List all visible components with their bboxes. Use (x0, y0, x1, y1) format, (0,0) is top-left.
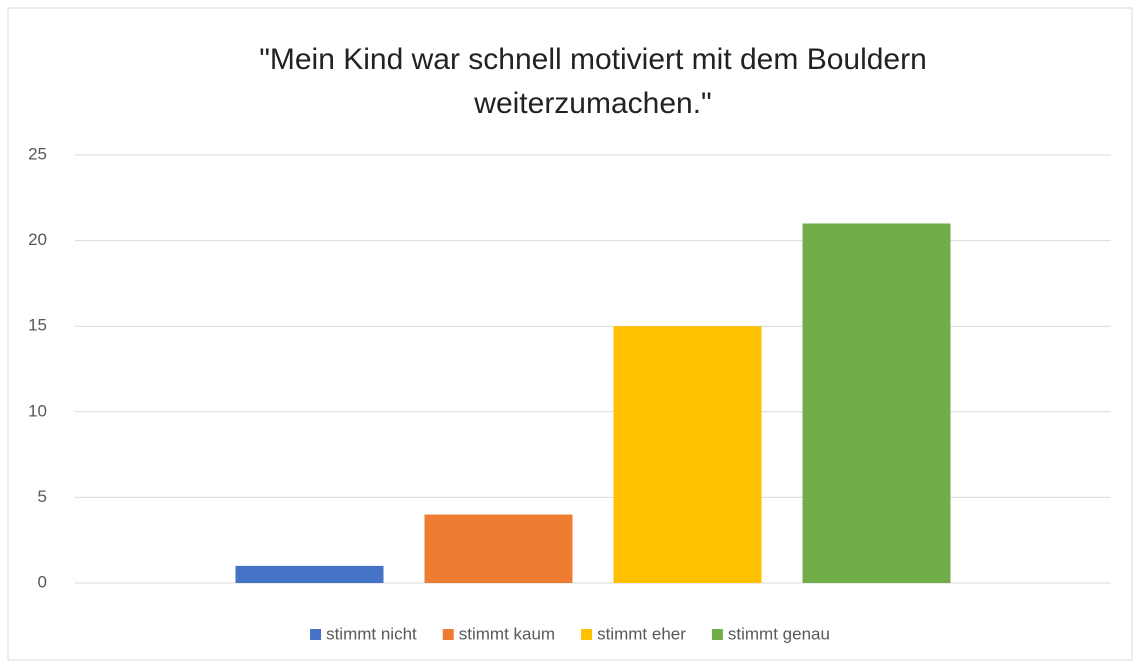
y-tick-label: 5 (38, 487, 47, 506)
y-tick-label: 15 (28, 316, 47, 335)
legend-swatch (581, 629, 593, 640)
bar (613, 326, 762, 583)
y-tick-label: 10 (28, 401, 47, 420)
legend-label: stimmt kaum (459, 624, 555, 643)
legend-label: stimmt nicht (326, 624, 417, 643)
bar (235, 565, 384, 583)
legend-swatch (310, 629, 322, 640)
legend-label: stimmt eher (597, 624, 686, 643)
bar (802, 223, 951, 584)
bar (424, 514, 573, 583)
y-tick-label: 0 (38, 572, 47, 591)
legend-swatch (711, 629, 723, 640)
y-tick-label: 25 (28, 144, 47, 163)
legend-swatch (442, 629, 454, 640)
chart-title: "Mein Kind war schnell motiviert mit dem… (259, 43, 927, 120)
y-tick-label: 20 (28, 230, 47, 249)
legend-label: stimmt genau (728, 624, 830, 643)
